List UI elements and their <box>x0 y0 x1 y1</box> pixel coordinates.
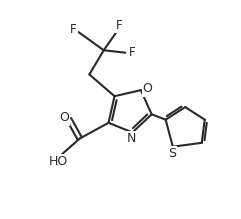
Text: F: F <box>129 46 135 59</box>
Text: F: F <box>116 19 123 32</box>
Text: F: F <box>70 23 77 36</box>
Text: HO: HO <box>49 155 68 168</box>
Text: O: O <box>59 111 69 124</box>
Text: N: N <box>127 132 136 145</box>
Text: O: O <box>143 82 153 95</box>
Text: S: S <box>168 147 176 160</box>
